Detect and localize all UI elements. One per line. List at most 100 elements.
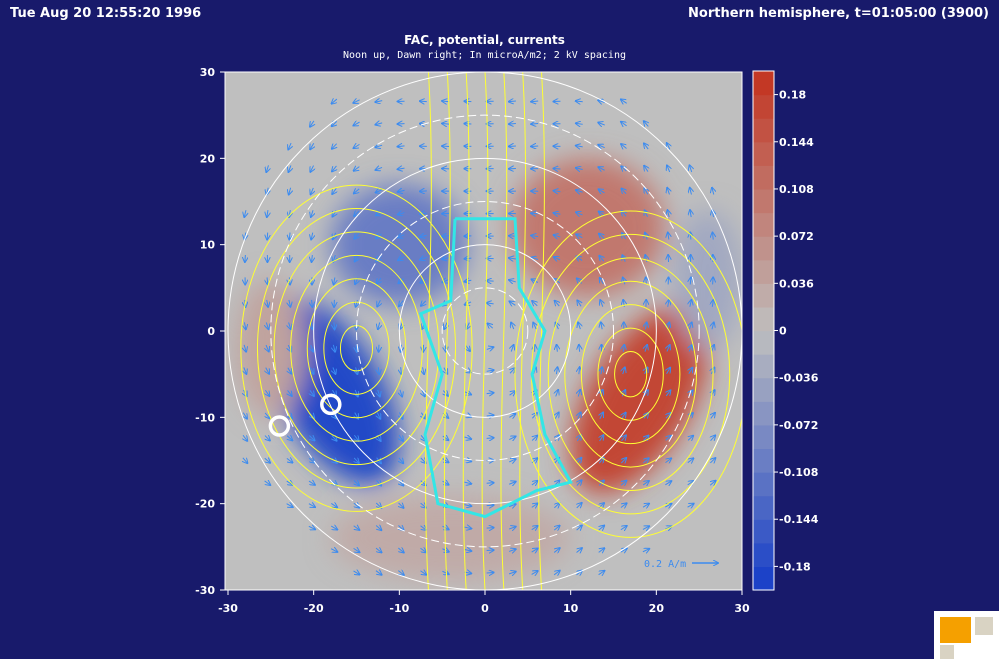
current-vector <box>288 390 292 396</box>
current-vector <box>554 235 561 237</box>
current-vector <box>376 190 383 193</box>
current-vector <box>466 345 470 351</box>
current-vector <box>687 504 694 507</box>
current-vector <box>598 571 605 575</box>
colorbar-band <box>753 542 774 568</box>
current-vector <box>353 548 360 552</box>
x-tick-label: 0 <box>481 602 489 615</box>
current-vector <box>553 548 559 552</box>
current-vector <box>266 367 269 374</box>
colorbar-band <box>753 118 774 143</box>
current-vector <box>577 525 582 530</box>
current-vector <box>620 503 627 507</box>
current-vector <box>531 258 539 260</box>
colorbar-tick-label: 0.108 <box>779 183 814 196</box>
current-vector <box>645 210 648 217</box>
current-vector <box>311 187 314 194</box>
current-vector <box>378 322 380 329</box>
current-vector <box>442 571 448 574</box>
current-vector <box>599 211 605 215</box>
current-vector <box>509 414 515 418</box>
current-vector <box>332 435 337 440</box>
y-tick-label: 20 <box>200 152 216 165</box>
current-vector <box>642 526 649 529</box>
current-vector <box>400 389 402 397</box>
current-vector <box>486 347 494 349</box>
current-vector <box>354 167 360 171</box>
current-vector <box>510 368 515 373</box>
current-vector <box>601 322 602 330</box>
colorbar-band <box>753 401 774 426</box>
current-vector <box>420 235 427 237</box>
current-vector <box>488 323 493 328</box>
current-vector <box>644 390 648 397</box>
fac-blob <box>330 495 571 582</box>
colorbar-band <box>753 188 774 214</box>
current-vector <box>354 233 358 238</box>
colorbar-tick-label: 0.144 <box>779 136 814 149</box>
current-vector <box>623 345 624 352</box>
current-vector <box>508 482 515 485</box>
current-vector <box>399 434 403 441</box>
current-vector <box>354 144 360 148</box>
latitude-circle <box>398 244 572 418</box>
current-vector <box>421 481 426 486</box>
colorbar-band <box>753 566 774 591</box>
current-vector <box>622 390 625 397</box>
current-vector <box>642 481 649 485</box>
current-vector <box>244 344 246 352</box>
current-vector <box>531 101 539 102</box>
current-vector <box>375 145 383 147</box>
colorbar-band <box>753 448 774 473</box>
current-vector <box>311 210 313 217</box>
current-vector <box>643 458 648 462</box>
current-vector <box>577 548 582 552</box>
current-vector <box>599 526 604 530</box>
current-vector <box>353 100 360 103</box>
current-vector <box>600 300 603 307</box>
current-vector <box>244 210 246 217</box>
current-vector <box>508 527 516 529</box>
current-vector <box>331 503 337 507</box>
current-vector <box>334 277 335 284</box>
current-vector <box>354 211 359 216</box>
current-vector <box>398 548 403 552</box>
current-vector <box>376 526 381 531</box>
y-tick-label: -10 <box>195 411 215 424</box>
current-vector <box>578 412 581 419</box>
fac-blob <box>236 279 306 418</box>
current-vector <box>333 367 336 373</box>
current-vector <box>356 344 357 352</box>
current-vector <box>267 299 268 307</box>
current-vector <box>464 550 471 551</box>
current-vector <box>375 548 381 552</box>
potential-contour <box>290 254 423 442</box>
current-vector <box>599 234 604 239</box>
current-vector <box>311 344 314 352</box>
current-vector <box>576 146 583 147</box>
current-vector <box>266 344 269 351</box>
current-vector <box>464 505 471 507</box>
current-vector <box>690 233 691 240</box>
colorbar-band <box>753 94 774 119</box>
current-vector <box>598 100 605 102</box>
y-tick-label: 10 <box>200 239 216 252</box>
current-vector <box>264 481 271 485</box>
current-vector <box>486 415 494 416</box>
current-vector <box>508 504 516 507</box>
current-vector <box>421 301 426 306</box>
potential-contour <box>580 304 681 445</box>
current-vector <box>442 236 450 237</box>
current-vector <box>667 345 670 352</box>
open-closed-boundary <box>418 217 573 519</box>
current-vector <box>531 124 539 125</box>
current-vector <box>531 548 538 552</box>
colorbar-band <box>753 71 774 96</box>
colorbar-band <box>753 495 774 520</box>
current-vector <box>486 438 494 439</box>
current-vector <box>508 549 516 551</box>
latitude-circle <box>356 201 614 461</box>
current-vector <box>622 435 626 440</box>
current-vector <box>622 233 626 240</box>
current-vector <box>531 235 539 236</box>
